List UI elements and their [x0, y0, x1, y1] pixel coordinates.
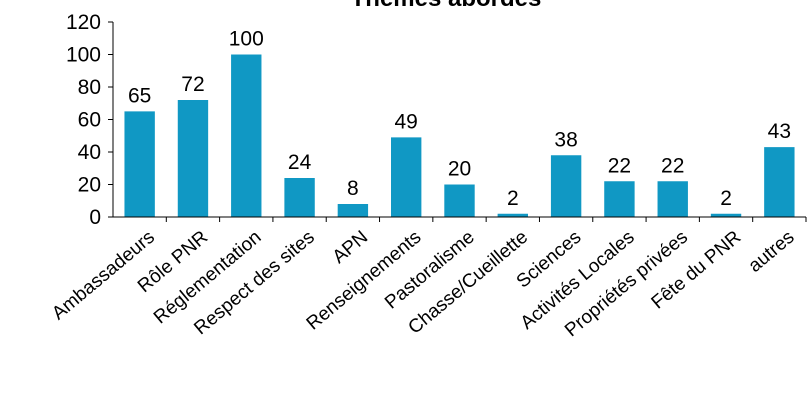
data-label: 22: [661, 154, 684, 177]
data-label: 65: [128, 84, 151, 107]
data-label: 22: [608, 154, 631, 177]
bar: [497, 213, 529, 217]
y-tick-label: 120: [66, 11, 101, 34]
y-tick-label: 100: [66, 44, 101, 67]
data-label: 49: [395, 110, 418, 133]
y-tick-label: 20: [78, 174, 101, 197]
bar: [710, 213, 742, 217]
data-label: 24: [288, 151, 312, 174]
y-tick-label: 40: [78, 141, 101, 164]
y-tick-label: 60: [78, 109, 101, 132]
data-label: 8: [347, 177, 359, 200]
data-label: 43: [768, 120, 791, 143]
bar: [444, 184, 475, 217]
bar: [337, 204, 369, 217]
y-tick-label: 80: [78, 76, 101, 99]
data-label: 20: [448, 158, 471, 181]
bar: [550, 155, 582, 217]
x-tick-label: APN: [329, 227, 372, 268]
bar: [764, 147, 795, 217]
data-label: 38: [554, 128, 577, 151]
bar: [390, 137, 422, 217]
data-label: 72: [181, 73, 204, 96]
data-label: 100: [229, 28, 264, 51]
bar: [177, 100, 209, 217]
bar: [124, 111, 155, 217]
bar: [657, 181, 688, 217]
chart-title: Thèmes abordés: [351, 0, 542, 12]
y-axis: 0 20 40 60 80 100 120: [66, 11, 114, 229]
bar: [604, 181, 635, 217]
bar: [231, 54, 262, 217]
bars: [124, 54, 795, 217]
data-label: 2: [507, 187, 519, 210]
bar: [284, 178, 315, 217]
data-label: 2: [720, 187, 732, 210]
x-tick-label: autres: [745, 227, 799, 277]
y-tick-label: 0: [89, 206, 101, 229]
